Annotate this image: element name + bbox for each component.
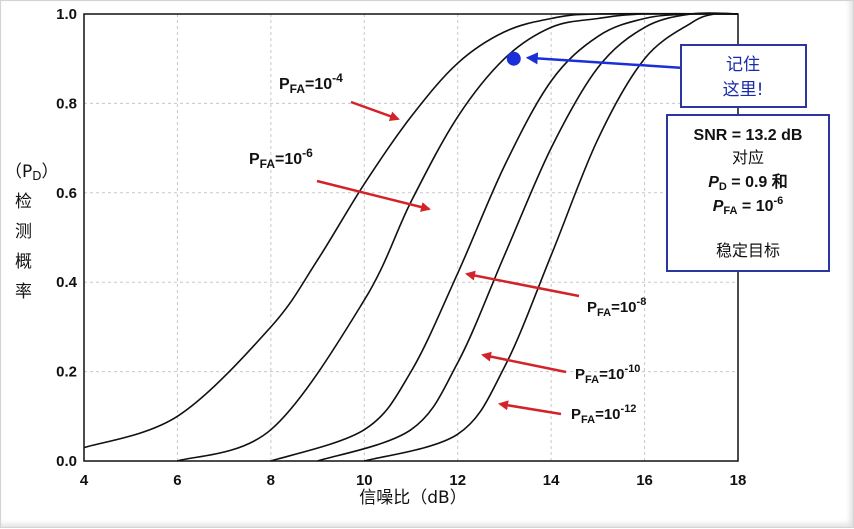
x-tick-label: 14 [543,472,560,489]
callout-target-box [666,114,830,272]
callout-snr-line: SNR = 13.2 dB [694,127,803,144]
callout-pfa-var: P [713,198,724,215]
series-5-label: PFA=10-12 [571,403,636,426]
callout-pd-rest: = 0.9 和 [727,172,788,191]
callout-pfa-exp: -6 [773,195,783,207]
x-tick-label: 10 [356,472,373,489]
series-2-label: PFA=10-6 [249,146,313,171]
series-5-arrow [498,400,562,416]
callout-pfa-sub: FA [723,205,737,217]
x-tick-label: 12 [449,472,466,489]
series-5-curve [364,12,739,462]
series-1-arrow [350,100,400,121]
callout-correspond-line: 对应 [732,148,764,167]
y-tick-label: 0.8 [56,95,77,112]
y-axis-label-prefix: （P [5,162,32,182]
series-3-arrow [465,270,580,298]
callout-arrow [525,52,685,70]
x-axis-label: 信噪比（dB） [359,488,466,508]
x-tick-label: 6 [173,472,181,489]
y-axis-label: （PD） 检 测 概 率 [5,162,59,302]
callout-remember: 记住 这里! [680,44,807,108]
grid-lines [84,14,738,461]
y-axis-label-char-2: 测 [15,222,32,242]
curves [83,12,739,462]
y-tick-label: 0.6 [56,185,77,202]
y-tick-label: 0.2 [56,364,77,381]
y-axis-label-char-4: 率 [15,282,32,302]
callout-pfa-line: PFA = 10-6 [713,195,784,217]
x-tick-label: 16 [636,472,653,489]
y-tick-label: 1.0 [56,6,77,23]
x-tick-label: 4 [80,472,89,489]
y-axis-label-sub: D [32,169,41,183]
tick-labels: 4 6 8 10 12 14 16 18 0.0 0.2 0.4 0.6 0.8 1.0 [56,6,746,489]
plot-area-border [83,13,739,462]
series-4-curve [317,12,739,462]
x-tick-label: 18 [730,472,747,489]
series-3-curve [270,12,739,462]
series-3-label: PFA=10-8 [587,296,646,319]
y-tick-label: 0.4 [56,274,78,291]
callout-target: SNR = 13.2 dB 对应 PD = 0.9 和 PFA = 10-6 稳… [666,114,830,272]
series-4-label: PFA=10-10 [575,363,640,386]
series-2-arrow [316,179,431,212]
callout-pd-line: PD = 0.9 和 [708,172,788,193]
svg-text:（PD）: （PD） [5,162,59,183]
operating-point-marker [506,51,521,66]
callout-remember-line-2: 这里! [723,80,764,100]
y-tick-label: 0.0 [56,453,77,470]
y-axis-label-char-3: 概 [15,252,32,272]
series-4-arrow [481,351,567,374]
series-1-curve [83,12,739,449]
callout-remember-line-1: 记住 [726,55,760,75]
x-tick-label: 8 [267,472,275,489]
annotations: PFA=10-4 PFA=10-6 PFA=10-8 PFA=10-10 PFA=10-… [249,51,685,426]
callout-remember-box [680,44,807,108]
callout-stable-target-line: 稳定目标 [716,241,780,260]
y-axis-label-suffix: ） [42,162,59,182]
callout-pfa-rest: = 10 [737,198,773,215]
callout-pd-var: P [708,174,719,191]
series-1-label: PFA=10-4 [279,71,343,96]
series-2-curve [177,12,739,462]
y-axis-label-char-1: 检 [15,192,32,212]
callout-pd-sub: D [719,181,727,193]
